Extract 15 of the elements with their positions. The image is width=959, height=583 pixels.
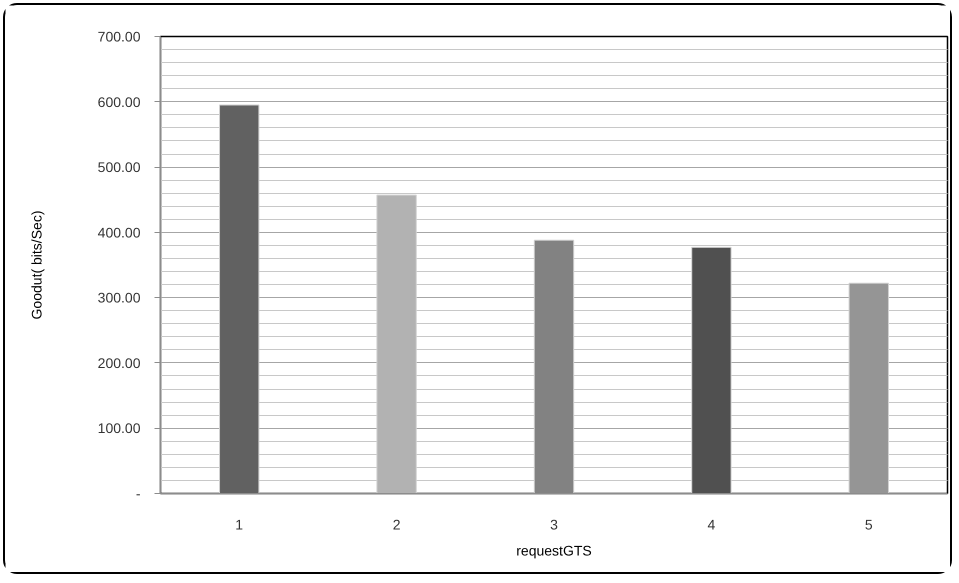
y-tick-label: 500.00 (98, 159, 141, 176)
y-tick-label: 300.00 (98, 290, 141, 306)
x-tick-label: 4 (708, 516, 716, 532)
y-tick-label: - (136, 486, 141, 502)
y-tick-label: 600.00 (98, 94, 141, 110)
x-tick-label: 3 (550, 516, 558, 532)
y-tick-label: 400.00 (98, 224, 141, 240)
y-tick-label: 100.00 (98, 420, 141, 436)
y-tick-label: 700.00 (98, 28, 141, 44)
y-tick-label: 200.00 (98, 354, 141, 371)
x-tick-label: 2 (392, 516, 401, 532)
x-tick-label: 5 (864, 516, 873, 532)
y-axis-title: Goodut( bits/Sec) (28, 210, 45, 320)
x-axis-title: requestGTS (516, 542, 592, 558)
x-tick-label: 1 (235, 516, 244, 532)
